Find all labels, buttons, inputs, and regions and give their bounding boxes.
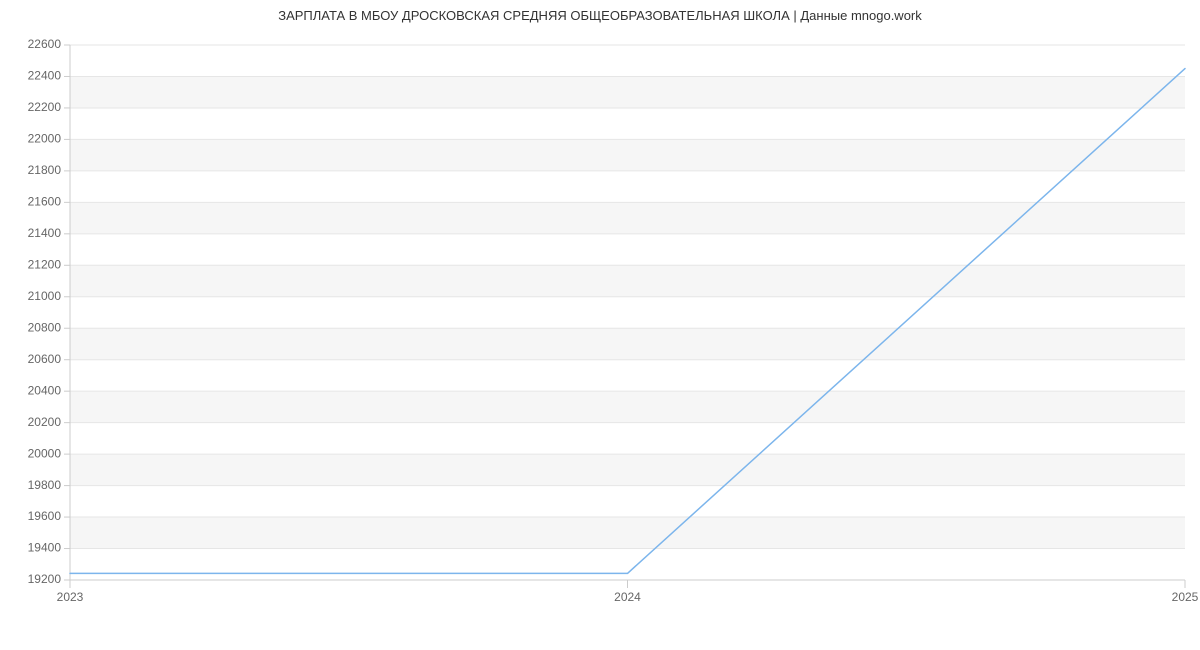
chart-svg: 19200 19400 19600 19800 20000 20200 20400 20600… bbox=[0, 0, 1200, 650]
grid-band bbox=[70, 391, 1185, 422]
salary-line-chart: ЗАРПЛАТА В МБОУ ДРОСКОВСКАЯ СРЕДНЯЯ ОБЩЕ… bbox=[0, 0, 1200, 650]
y-tick-label: 20600 bbox=[28, 352, 62, 366]
y-tick-label: 22400 bbox=[28, 69, 62, 83]
y-tick-label: 20400 bbox=[28, 383, 62, 397]
y-tick-label: 21800 bbox=[28, 163, 62, 177]
y-tick-label: 20000 bbox=[28, 446, 62, 460]
y-tick-label: 20800 bbox=[28, 320, 62, 334]
grid-band bbox=[70, 454, 1185, 485]
y-tick-label: 19800 bbox=[28, 478, 62, 492]
y-tick-label: 19200 bbox=[28, 572, 62, 586]
chart-title: ЗАРПЛАТА В МБОУ ДРОСКОВСКАЯ СРЕДНЯЯ ОБЩЕ… bbox=[0, 8, 1200, 23]
y-tick-label: 22000 bbox=[28, 132, 62, 146]
plot-area bbox=[70, 45, 1185, 580]
y-tick-label: 19600 bbox=[28, 509, 62, 523]
grid-band bbox=[70, 139, 1185, 170]
x-tick-label: 2025 bbox=[1172, 590, 1199, 604]
y-tick-label: 19400 bbox=[28, 541, 62, 555]
grid-band bbox=[70, 328, 1185, 359]
grid-band bbox=[70, 76, 1185, 107]
x-tick-label: 2023 bbox=[57, 590, 84, 604]
y-tick-label: 21400 bbox=[28, 226, 62, 240]
y-tick-label: 20200 bbox=[28, 415, 62, 429]
y-tick-label: 21000 bbox=[28, 289, 62, 303]
y-tick-label: 22600 bbox=[28, 37, 62, 51]
y-tick-label: 21600 bbox=[28, 195, 62, 209]
y-tick-label: 22200 bbox=[28, 100, 62, 114]
grid-band bbox=[70, 265, 1185, 296]
y-tick-label: 21200 bbox=[28, 257, 62, 271]
x-tick-label: 2024 bbox=[614, 590, 641, 604]
grid-band bbox=[70, 202, 1185, 233]
grid-band bbox=[70, 517, 1185, 548]
